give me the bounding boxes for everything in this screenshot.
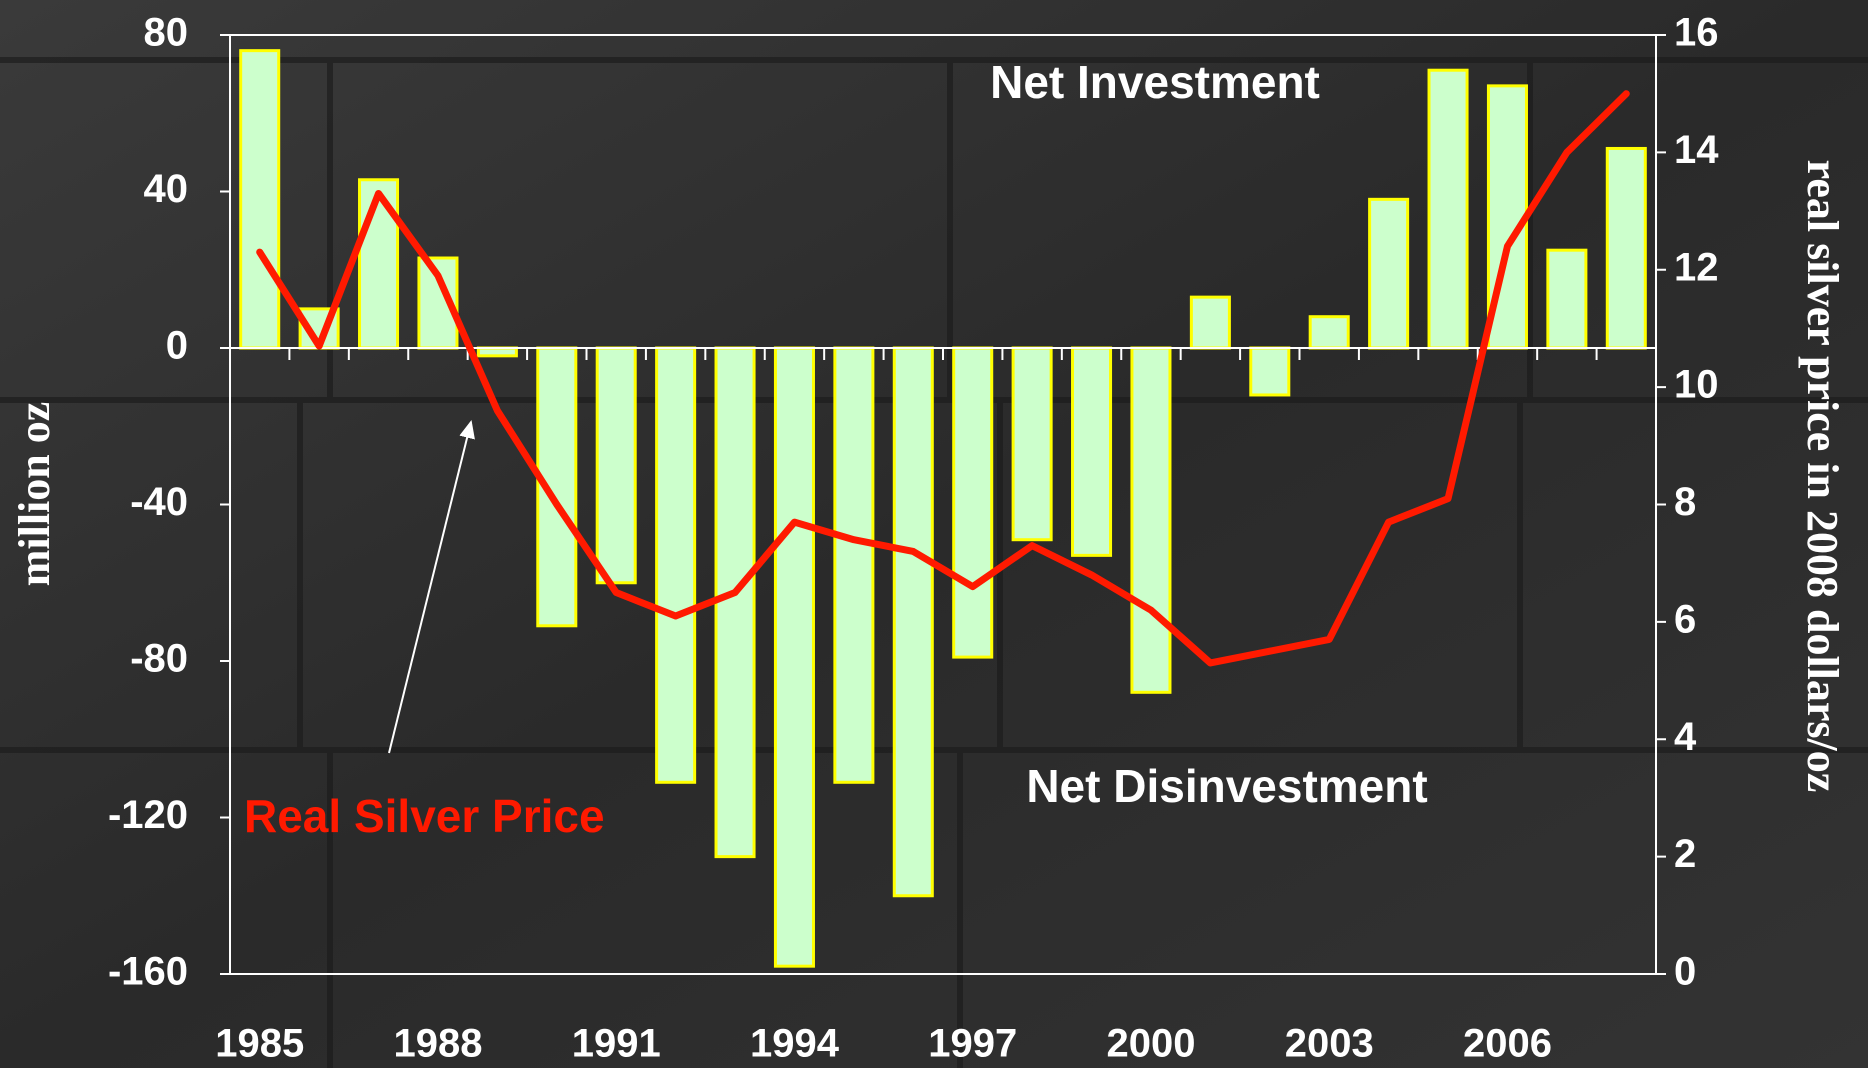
y-tick-label: 40	[144, 167, 189, 211]
y2-tick-label: 8	[1674, 480, 1696, 524]
bar	[1189, 295, 1231, 350]
y-tick-label: -120	[108, 793, 188, 837]
y2-axis-title: real silver price in 2008 dollars/oz	[1798, 160, 1847, 793]
x-tick-label: 2000	[1106, 1022, 1195, 1066]
x-tick-label: 2006	[1463, 1022, 1552, 1066]
y2-tick-label: 6	[1674, 597, 1696, 641]
x-tick-label: 1997	[928, 1022, 1017, 1066]
annotation: Net Investment	[990, 56, 1320, 108]
y2-tick-label: 10	[1674, 363, 1719, 407]
y-tick-label: 80	[144, 11, 189, 55]
bar	[595, 346, 637, 585]
y-tick-label: -160	[108, 950, 188, 994]
x-tick-label: 1994	[750, 1022, 840, 1066]
bar	[239, 49, 281, 350]
bar	[714, 346, 756, 859]
bar	[892, 346, 934, 898]
texture	[0, 57, 1868, 1068]
bar	[952, 346, 994, 659]
bar	[1605, 146, 1647, 350]
y2-tick-label: 4	[1674, 715, 1697, 759]
line	[256, 90, 1630, 667]
y2-tick-label: 14	[1674, 128, 1719, 172]
bar	[833, 346, 875, 784]
y-axis-title: million oz	[10, 402, 59, 587]
y-tick-label: -40	[130, 480, 188, 524]
bar	[1011, 346, 1053, 542]
bar	[1368, 197, 1410, 350]
y2-tick-label: 0	[1674, 950, 1696, 994]
y-tick-label: -80	[130, 637, 188, 681]
annotation-arrow	[388, 420, 475, 754]
bar	[773, 346, 815, 968]
series-label: Real Silver Price	[244, 790, 605, 842]
bar	[655, 346, 697, 784]
y-tick-label: 0	[166, 324, 188, 368]
bar	[1130, 346, 1172, 694]
x-tick-label: 1988	[393, 1022, 482, 1066]
bar	[1071, 346, 1113, 557]
annotation: Net Disinvestment	[1026, 760, 1427, 812]
bar	[1546, 248, 1588, 350]
y2-tick-label: 16	[1674, 11, 1719, 55]
bar	[476, 346, 518, 358]
bar	[358, 178, 400, 350]
bar	[1308, 315, 1350, 350]
x-tick-label: 1991	[572, 1022, 661, 1066]
bar	[1427, 68, 1469, 350]
x-tick-label: 1985	[215, 1022, 304, 1066]
y2-tick-label: 2	[1674, 832, 1696, 876]
x-tick-label: 2003	[1285, 1022, 1374, 1066]
bar	[1249, 346, 1291, 397]
y2-tick-label: 12	[1674, 245, 1719, 289]
